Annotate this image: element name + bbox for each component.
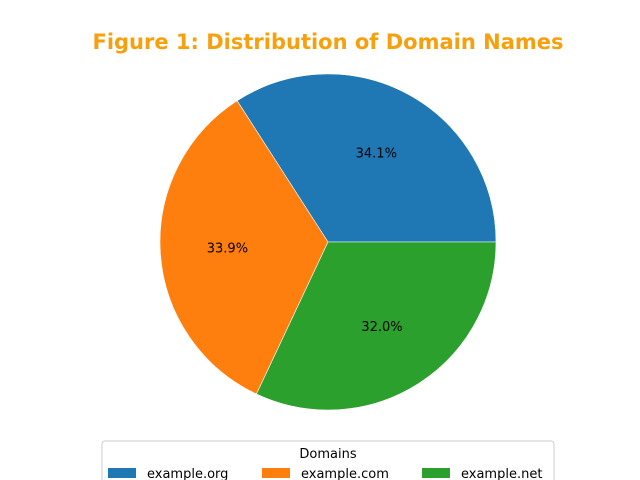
pie-slice-example-com [159, 100, 329, 395]
legend-swatch [108, 468, 136, 478]
pie-slice-label: 32.0% [361, 320, 402, 335]
legend: Domains example.org example.com example.ne… [101, 440, 555, 480]
legend-swatch [262, 468, 290, 478]
legend-item-example-com: example.com [262, 467, 389, 480]
legend-swatch [422, 468, 450, 478]
legend-label: example.org [147, 467, 228, 480]
pie-slices [159, 73, 497, 411]
legend-label: example.net [461, 467, 542, 480]
pie-slice-label: 33.9% [207, 242, 248, 257]
legend-items: example.org example.com example.net [108, 467, 542, 480]
legend-item-example-net: example.net [422, 467, 542, 480]
legend-title: Domains [299, 447, 356, 462]
pie-slice-label: 34.1% [356, 147, 397, 162]
legend-label: example.com [301, 467, 389, 480]
pie-slice-labels: 34.1% 33.9% 32.0% [207, 147, 403, 336]
chart-title: Figure 1: Distribution of Domain Names [92, 30, 563, 54]
pie-slice-example-org [236, 73, 497, 243]
pie-slice-example-net [256, 241, 497, 411]
legend-item-example-org: example.org [108, 467, 228, 480]
